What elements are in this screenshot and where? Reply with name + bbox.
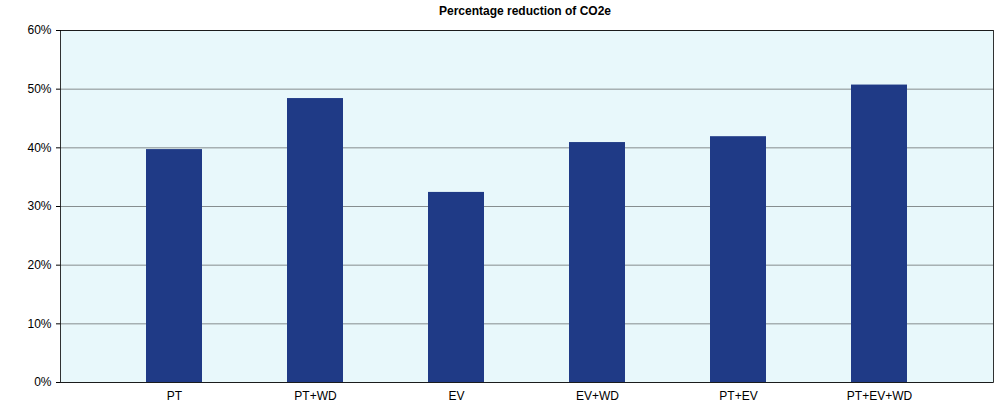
html-text:Percentage reduction of CO2e: Percentage reduction of CO2e bbox=[439, 4, 611, 18]
svg-text:50%: 50% bbox=[27, 82, 51, 96]
svg-text:PT+WD: PT+WD bbox=[294, 389, 337, 402]
svg-text:EV+WD: EV+WD bbox=[576, 389, 619, 402]
svg-text:EV: EV bbox=[448, 389, 464, 402]
svg-text:40%: 40% bbox=[27, 141, 51, 155]
svg-text:20%: 20% bbox=[27, 258, 51, 272]
svg-text:60%: 60% bbox=[27, 23, 51, 37]
svg-text:10%: 10% bbox=[27, 317, 51, 331]
svg-text:PT: PT bbox=[167, 389, 183, 402]
svg-text:30%: 30% bbox=[27, 199, 51, 213]
svg-text:PT+EV+WD: PT+EV+WD bbox=[847, 389, 913, 402]
svg-text:0%: 0% bbox=[34, 375, 52, 389]
svg-text:PT+EV: PT+EV bbox=[719, 389, 757, 402]
